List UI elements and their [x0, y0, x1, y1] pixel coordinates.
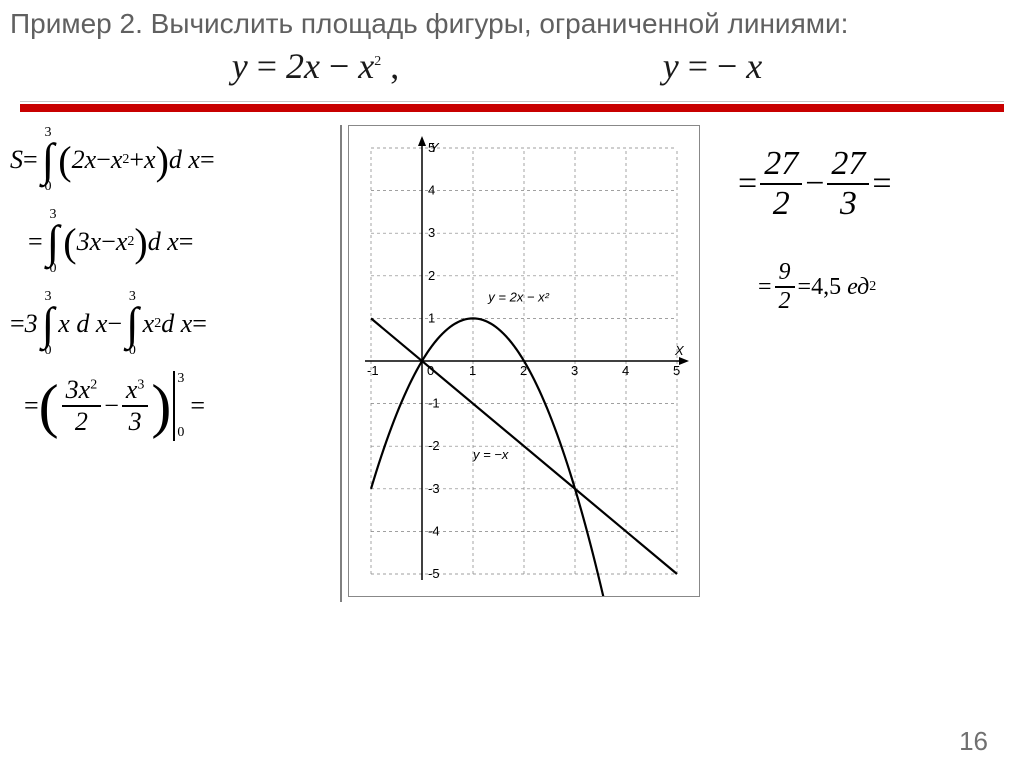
result-row-1: = 27 2 − 27 3 = — [738, 145, 1014, 223]
fraction: 27 2 — [760, 145, 802, 223]
svg-text:-4: -4 — [428, 523, 440, 538]
fraction: 3x2 2 — [62, 375, 102, 437]
integral-symbol: 3 ∫ 0 — [42, 125, 55, 195]
eval-bar: 3 0 — [173, 371, 184, 441]
integral-symbol: 3 ∫ 0 — [126, 289, 139, 359]
svg-text:4: 4 — [428, 183, 435, 198]
svg-text:1: 1 — [428, 310, 435, 325]
svg-text:X: X — [674, 343, 685, 358]
svg-text:2: 2 — [520, 363, 527, 378]
page-title: Пример 2. Вычислить площадь фигуры, огра… — [0, 0, 1024, 41]
page-number: 16 — [959, 726, 988, 757]
fraction: x3 3 — [122, 375, 149, 437]
integral-row-1: S = 3 ∫ 0 ( 2x − x2 + x ) d x = — [10, 125, 340, 195]
fraction: 9 2 — [775, 259, 795, 315]
integral-symbol: 3 ∫ 0 — [42, 289, 55, 359]
svg-text:1: 1 — [469, 363, 476, 378]
divider-bar — [20, 101, 1004, 115]
svg-text:Y: Y — [430, 140, 440, 155]
svg-text:2: 2 — [428, 268, 435, 283]
svg-text:-5: -5 — [428, 566, 440, 581]
left-column: S = 3 ∫ 0 ( 2x − x2 + x ) d x = = 3 ∫ 0 — [10, 125, 340, 602]
svg-text:5: 5 — [673, 363, 680, 378]
top-equations: y = 2x − x2 , y = − x — [0, 41, 1024, 95]
svg-text:4: 4 — [622, 363, 629, 378]
svg-text:-3: -3 — [428, 481, 440, 496]
integral-row-2: = 3 ∫ 0 ( 3x − x2 ) d x = — [28, 207, 340, 277]
svg-text:3: 3 — [571, 363, 578, 378]
integral-symbol: 3 ∫ 0 — [47, 207, 60, 277]
result-row-2: = 9 2 = 4,5 ед2 — [758, 259, 1014, 315]
svg-text:y = 2x − x²: y = 2x − x² — [487, 289, 549, 304]
content-row: S = 3 ∫ 0 ( 2x − x2 + x ) d x = = 3 ∫ 0 — [0, 125, 1024, 602]
right-column: = 27 2 − 27 3 = = 9 2 = 4,5 — [718, 125, 1014, 602]
svg-text:3: 3 — [428, 225, 435, 240]
integral-row-3: = 3 3 ∫ 0 x d x − 3 ∫ 0 x2 d x = — [10, 289, 340, 359]
integral-row-4: = ( 3x2 2 − x3 3 ) 3 0 = — [24, 371, 340, 441]
svg-text:-2: -2 — [428, 438, 440, 453]
equation-2: y = − x — [663, 45, 763, 87]
graph-svg: -112345-5-4-3-2-1123450XYy = 2x − x²y = … — [348, 125, 700, 597]
middle-column: -112345-5-4-3-2-1123450XYy = 2x − x²y = … — [340, 125, 718, 602]
svg-text:-1: -1 — [428, 396, 440, 411]
svg-text:y = −x: y = −x — [472, 447, 509, 462]
equation-1: y = 2x − x2 , — [232, 45, 400, 87]
svg-text:0: 0 — [427, 363, 434, 378]
fraction: 27 3 — [827, 145, 869, 223]
svg-text:-1: -1 — [367, 363, 379, 378]
